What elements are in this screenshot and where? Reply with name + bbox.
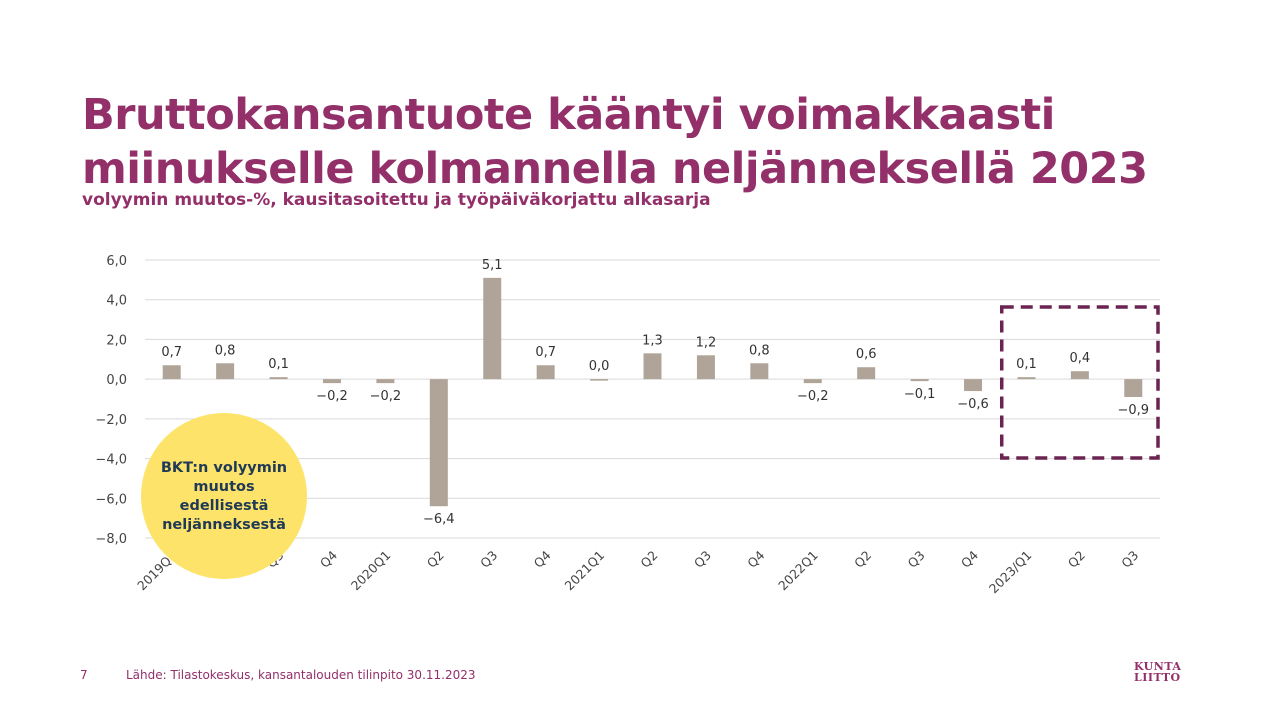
data-label: 5,1 (482, 258, 503, 273)
data-label: −0,6 (957, 397, 989, 412)
y-tick-label: −4,0 (95, 453, 127, 468)
data-label: −0,2 (370, 389, 402, 404)
title-line-2: miinukselle kolmannella neljänneksellä 2… (82, 144, 1148, 194)
y-tick-label: 4,0 (106, 294, 127, 309)
data-label: 1,3 (642, 333, 663, 348)
data-label: 0,1 (1016, 357, 1037, 372)
callout-text-line: neljänneksestä (162, 517, 286, 533)
bar (910, 379, 929, 382)
chart-subtitle: volyymin muutos-%, kausitasoitettu ja ty… (82, 190, 711, 210)
page-number: 7 (80, 668, 88, 682)
bar (376, 379, 395, 384)
kuntaliitto-logo: KUNTA LIITTO (1134, 661, 1204, 683)
bar (322, 379, 341, 384)
bar (162, 365, 181, 380)
callout-text-line: BKT:n volyymin (161, 460, 287, 476)
data-label: 0,1 (268, 357, 289, 372)
bar (750, 363, 769, 380)
bar (1070, 371, 1089, 380)
logo-line-2: LIITTO (1134, 671, 1181, 684)
data-label: 0,8 (215, 343, 236, 358)
y-tick-label: 2,0 (106, 333, 127, 348)
bar (696, 355, 715, 380)
y-tick-label: −2,0 (95, 413, 127, 428)
x-tick-label: Q3 (905, 548, 928, 571)
page-title: Bruttokansantuote kääntyi voimakkaasti m… (82, 88, 1202, 196)
data-label: 0,7 (535, 345, 556, 360)
data-label: 0,6 (856, 347, 877, 362)
bar (1124, 379, 1143, 398)
x-tick-label: 2022Q1 (775, 548, 821, 594)
data-label: 0,4 (1070, 351, 1091, 366)
y-tick-label: 0,0 (106, 373, 127, 388)
bar (216, 363, 235, 380)
bar (1017, 377, 1036, 380)
data-label: −0,2 (797, 389, 829, 404)
data-label: 1,2 (696, 335, 717, 350)
bar (803, 379, 822, 384)
logo-line-1: KUNTA (1134, 660, 1182, 673)
bar (857, 367, 876, 380)
highlight-box (999, 305, 1160, 460)
title-line-1: Bruttokansantuote kääntyi voimakkaasti (82, 90, 1055, 140)
x-tick-label: Q4 (958, 547, 981, 570)
bar (429, 379, 448, 507)
x-tick-label: 2020Q1 (348, 548, 394, 594)
y-tick-label: −6,0 (95, 492, 127, 507)
data-label: −0,9 (1118, 403, 1150, 418)
data-label: 0,0 (589, 359, 610, 374)
x-tick-label: Q2 (637, 548, 660, 571)
x-tick-label: Q4 (744, 547, 767, 570)
x-tick-label: Q4 (531, 547, 554, 570)
bar (536, 365, 555, 380)
callout-text-line: edellisestä (180, 498, 269, 514)
x-tick-label: Q4 (317, 547, 340, 570)
data-label: −6,4 (423, 512, 455, 527)
x-tick-label: 2023/Q1 (986, 548, 1035, 597)
x-tick-label: Q2 (1065, 548, 1088, 571)
x-tick-label: Q3 (1118, 548, 1141, 571)
bar (269, 377, 288, 380)
source-note: Lähde: Tilastokeskus, kansantalouden til… (126, 668, 476, 682)
y-tick-label: 6,0 (106, 254, 127, 269)
x-tick-label: Q2 (851, 548, 874, 571)
bar (643, 353, 662, 380)
callout-circle (141, 413, 307, 579)
data-label: 0,8 (749, 343, 770, 358)
callout-text-line: muutos (193, 479, 254, 495)
data-label: −0,2 (316, 389, 348, 404)
x-tick-label: Q3 (477, 548, 500, 571)
x-tick-label: Q3 (691, 548, 714, 571)
bar (964, 379, 983, 392)
x-tick-label: Q2 (424, 548, 447, 571)
data-label: 0,7 (161, 345, 182, 360)
bar (590, 379, 609, 381)
data-label: −0,1 (904, 387, 936, 402)
y-tick-label: −8,0 (95, 532, 127, 547)
bar (483, 277, 502, 380)
x-tick-label: 2021Q1 (562, 548, 608, 594)
